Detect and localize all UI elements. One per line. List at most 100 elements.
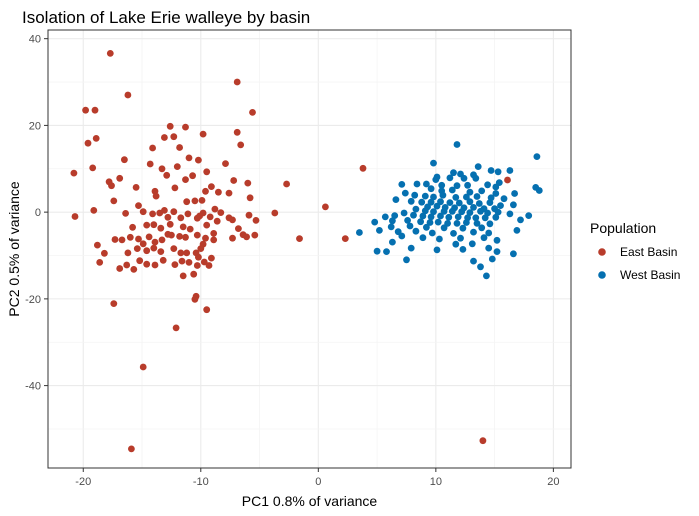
data-point-west-basin — [474, 163, 482, 171]
y-tick-label: -20 — [25, 294, 41, 306]
data-point-west-basin — [466, 198, 474, 206]
data-point-west-basin — [383, 248, 390, 256]
data-point-west-basin — [432, 176, 440, 184]
data-point-east-basin — [124, 249, 132, 257]
data-point-west-basin — [413, 180, 421, 188]
data-point-east-basin — [127, 445, 135, 453]
data-point-west-basin — [466, 188, 474, 196]
data-point-west-basin — [421, 207, 429, 215]
data-point-east-basin — [246, 194, 254, 202]
legend: Population East Basin West Basin — [590, 220, 680, 282]
data-point-west-basin — [454, 213, 462, 221]
data-point-east-basin — [161, 207, 168, 214]
data-point-east-basin — [203, 168, 211, 176]
data-point-west-basin — [412, 227, 420, 235]
y-axis-ticks: 40 20 0 -20 -40 — [25, 34, 48, 393]
legend-swatch-east-basin — [598, 248, 606, 256]
data-point-east-basin — [195, 253, 202, 261]
data-point-east-basin — [210, 230, 218, 237]
data-point-east-basin — [158, 165, 166, 173]
data-point-east-basin — [163, 171, 171, 179]
data-point-west-basin — [446, 199, 454, 207]
data-point-east-basin — [202, 234, 209, 242]
data-point-east-basin — [177, 249, 185, 257]
data-point-east-basin — [296, 235, 303, 243]
data-point-east-basin — [283, 180, 290, 188]
data-point-east-basin — [208, 254, 215, 262]
data-point-east-basin — [215, 188, 222, 196]
data-point-west-basin — [494, 208, 502, 216]
data-point-west-basin — [436, 235, 443, 243]
data-point-east-basin — [121, 156, 128, 164]
data-point-east-basin — [139, 363, 147, 371]
data-point-west-basin — [440, 224, 448, 232]
data-point-east-basin — [82, 106, 89, 114]
data-point-east-basin — [159, 256, 167, 264]
data-point-east-basin — [252, 217, 260, 224]
data-point-east-basin — [205, 262, 213, 269]
data-point-east-basin — [96, 259, 104, 266]
data-point-west-basin — [389, 217, 396, 225]
data-point-east-basin — [211, 205, 219, 213]
data-point-east-basin — [166, 122, 174, 130]
data-point-east-basin — [170, 245, 178, 253]
data-point-east-basin — [91, 106, 99, 114]
data-point-east-basin — [213, 217, 221, 225]
data-point-west-basin — [406, 222, 414, 230]
data-points — [70, 50, 543, 453]
x-tick-label: -10 — [193, 476, 209, 488]
data-point-west-basin — [472, 214, 480, 222]
data-point-west-basin — [404, 217, 411, 224]
data-point-east-basin — [133, 245, 141, 253]
data-point-east-basin — [146, 160, 154, 168]
data-point-east-basin — [170, 133, 178, 141]
data-point-west-basin — [434, 218, 442, 226]
data-point-west-basin — [486, 220, 494, 228]
data-point-west-basin — [464, 181, 471, 189]
data-point-east-basin — [176, 144, 184, 151]
data-point-west-basin — [448, 207, 456, 215]
data-point-east-basin — [183, 198, 191, 206]
data-point-east-basin — [110, 197, 118, 205]
data-point-east-basin — [168, 231, 175, 239]
legend-label-east-basin: East Basin — [620, 245, 677, 259]
y-tick-label: -40 — [25, 381, 41, 393]
data-point-west-basin — [430, 208, 437, 216]
data-point-west-basin — [407, 244, 415, 252]
data-point-west-basin — [452, 194, 460, 201]
data-point-east-basin — [244, 179, 252, 187]
data-point-east-basin — [217, 209, 225, 217]
data-point-east-basin — [130, 266, 138, 273]
data-point-east-basin — [161, 134, 168, 141]
y-axis-label: PC2 0.5% of variance — [6, 181, 22, 317]
data-point-west-basin — [486, 199, 494, 207]
data-point-east-basin — [193, 262, 201, 269]
data-point-east-basin — [110, 300, 118, 307]
data-point-west-basin — [484, 181, 491, 189]
data-point-east-basin — [71, 213, 79, 220]
data-point-east-basin — [116, 265, 124, 272]
data-point-east-basin — [129, 223, 137, 231]
data-point-east-basin — [225, 189, 233, 197]
data-point-east-basin — [94, 241, 101, 249]
data-point-west-basin — [517, 216, 524, 224]
data-point-east-basin — [101, 249, 108, 257]
data-point-west-basin — [433, 202, 441, 210]
data-point-west-basin — [376, 227, 383, 234]
data-point-east-basin — [126, 233, 134, 241]
data-point-west-basin — [401, 189, 409, 197]
data-point-east-basin — [200, 258, 208, 266]
data-point-east-basin — [182, 176, 189, 184]
data-point-west-basin — [487, 167, 495, 174]
data-point-east-basin — [176, 233, 184, 240]
data-point-east-basin — [172, 324, 180, 332]
chart-title: Isolation of Lake Erie walleye by basin — [22, 8, 310, 27]
data-point-east-basin — [151, 261, 159, 269]
data-point-west-basin — [407, 197, 415, 205]
data-point-east-basin — [149, 210, 157, 218]
data-point-west-basin — [483, 272, 490, 280]
data-point-west-basin — [392, 196, 400, 204]
data-point-west-basin — [513, 227, 521, 234]
data-point-west-basin — [410, 211, 417, 219]
